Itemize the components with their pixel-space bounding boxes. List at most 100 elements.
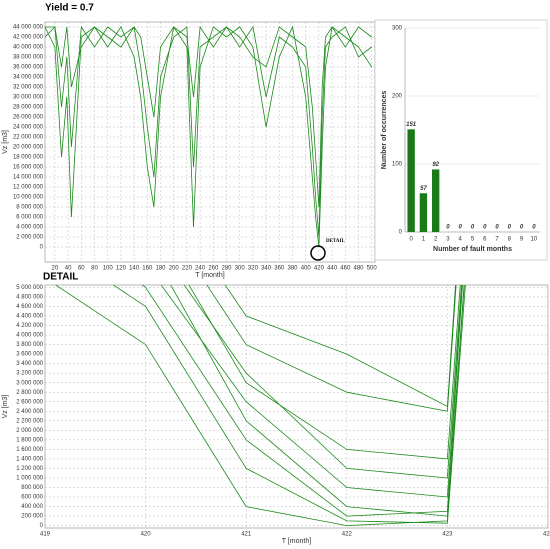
x-tick-label: 480: [353, 266, 364, 272]
y-tick-label: 3 800 000: [16, 342, 43, 348]
x-tick-label: 4: [459, 237, 463, 243]
series-line: [224, 285, 456, 408]
x-tick-label: 120: [116, 266, 127, 272]
series-line: [183, 285, 462, 479]
x-tick-label: 100: [103, 266, 114, 272]
bar: [432, 169, 440, 232]
y-tick-label: 3 200 000: [16, 371, 43, 377]
y-tick-label: 2 000 000: [16, 428, 43, 434]
y-tick-label: 24 000 000: [13, 125, 44, 131]
y-tick-label: 3 400 000: [16, 361, 43, 367]
x-tick-label: 40: [65, 266, 72, 272]
y-tick-label: 0: [40, 523, 44, 529]
x-tick-label: 180: [155, 266, 166, 272]
x-tick-label: 20: [52, 266, 59, 272]
x-tick-label: 1: [422, 237, 426, 243]
y-tick-label: 0: [399, 230, 403, 236]
series-line: [112, 285, 466, 524]
x-tick-label: 3: [446, 237, 450, 243]
chart-title: DETAIL: [43, 272, 78, 283]
y-tick-label: 1 400 000: [16, 456, 43, 462]
y-tick-label: 22 000 000: [13, 135, 44, 141]
y-tick-label: 300: [392, 26, 403, 32]
x-tick-label: 240: [195, 266, 206, 272]
x-tick-label: 420: [141, 532, 152, 538]
series-line: [45, 25, 373, 248]
x-tick-label: 5: [471, 237, 475, 243]
y-tick-label: 0: [40, 245, 44, 251]
x-tick-label: 423: [442, 532, 453, 538]
x-tick-label: 60: [78, 266, 85, 272]
y-tick-label: 36 000 000: [13, 65, 44, 71]
y-tick-label: 600 000: [21, 495, 43, 501]
x-tick-label: 340: [261, 266, 272, 272]
x-tick-label: 10: [531, 237, 538, 243]
panel: [374, 19, 548, 261]
bar: [407, 129, 415, 232]
x-tick-label: 380: [287, 266, 298, 272]
y-tick-label: 30 000 000: [13, 95, 44, 101]
x-axis-label: T [month]: [195, 272, 224, 279]
x-tick-label: 220: [182, 266, 193, 272]
y-tick-label: 32 000 000: [13, 85, 44, 91]
bar: [419, 193, 428, 232]
y-tick-label: 40 000 000: [13, 45, 44, 51]
data-label: 151: [406, 122, 417, 128]
x-axis-label: Number of fault months: [433, 246, 512, 253]
x-tick-label: 0: [409, 237, 413, 243]
y-tick-label: 200 000: [21, 514, 43, 520]
y-tick-label: 1 600 000: [16, 447, 43, 453]
y-tick-label: 14 000 000: [13, 175, 44, 181]
y-tick-label: 16 000 000: [13, 165, 44, 171]
y-tick-label: 44 000 000: [13, 25, 44, 31]
y-tick-label: 200: [392, 94, 403, 100]
y-tick-label: 10 000 000: [13, 195, 44, 201]
x-tick-label: 360: [274, 266, 285, 272]
plot-area: [44, 284, 549, 529]
x-tick-label: 420: [314, 266, 325, 272]
y-tick-label: 1 200 000: [16, 466, 43, 472]
y-tick-label: 2 600 000: [16, 399, 43, 405]
y-tick-label: 3 000 000: [16, 380, 43, 386]
x-tick-label: 6: [483, 237, 487, 243]
data-label: 0: [520, 225, 524, 231]
x-axis-label: T [month]: [282, 538, 311, 545]
y-tick-label: 26 000 000: [13, 115, 44, 121]
y-tick-label: 4 000 000: [16, 333, 43, 339]
y-tick-label: 2 400 000: [16, 409, 43, 415]
x-tick-label: 200: [169, 266, 180, 272]
y-axis-label: Number of occurrences: [381, 91, 388, 170]
x-tick-label: 260: [208, 266, 219, 272]
y-tick-label: 8 000 000: [16, 205, 43, 211]
y-tick-label: 800 000: [21, 485, 43, 491]
y-tick-label: 1 800 000: [16, 437, 43, 443]
y-tick-label: 20 000 000: [13, 145, 44, 151]
y-tick-label: 5 000 000: [16, 285, 43, 291]
y-tick-label: 4 200 000: [16, 323, 43, 329]
data-label: 0: [508, 225, 512, 231]
y-tick-label: 4 800 000: [16, 294, 43, 300]
data-label: 0: [483, 225, 487, 231]
series-line: [45, 25, 372, 208]
y-tick-label: 42 000 000: [13, 35, 44, 41]
y-tick-label: 400 000: [21, 504, 43, 510]
x-tick-label: 9: [520, 237, 524, 243]
y-tick-label: 18 000 000: [13, 155, 44, 161]
x-tick-label: 421: [241, 532, 252, 538]
y-tick-label: 6 000 000: [16, 215, 43, 221]
x-tick-label: 422: [342, 532, 353, 538]
data-label: 0: [446, 225, 450, 231]
x-tick-label: 140: [129, 266, 140, 272]
series-line: [160, 285, 463, 498]
y-tick-label: 4 000 000: [16, 225, 43, 231]
series-line: [206, 285, 457, 412]
data-label: 0: [495, 225, 499, 231]
y-tick-label: 38 000 000: [13, 55, 44, 61]
detail-circle: [310, 245, 326, 261]
y-tick-label: 3 600 000: [16, 352, 43, 358]
data-label: 92: [432, 162, 439, 168]
x-tick-label: 460: [340, 266, 351, 272]
data-label: 0: [471, 225, 475, 231]
data-label: 0: [459, 225, 463, 231]
